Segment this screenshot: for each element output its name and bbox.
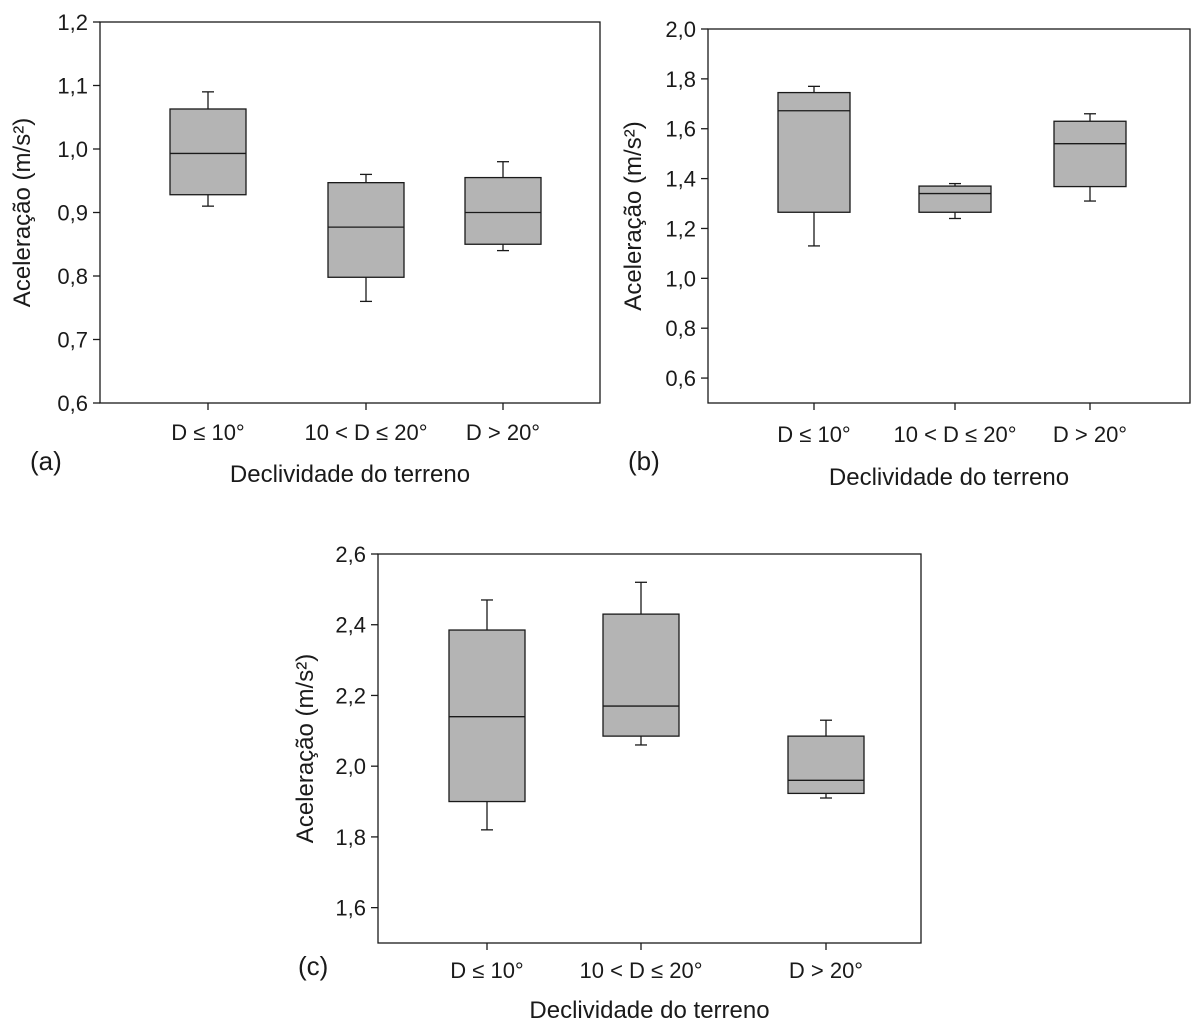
panel-b-category-label-2: D > 20° <box>1053 422 1127 447</box>
panel-c-box-0 <box>448 629 526 803</box>
panel-a-x-axis-label: Declividade do terreno <box>230 461 470 488</box>
panel-c-y-tick-label-2: 2,0 <box>335 754 366 779</box>
panel-c-category-label-0: D ≤ 10° <box>450 958 523 983</box>
panel-c-tag: (c) <box>298 951 328 981</box>
panel-c-y-tick-label-3: 2,2 <box>335 683 366 708</box>
panel-c-y-axis-label: Aceleração (m/s²) <box>292 654 319 843</box>
panel-c-y-tick-label-1: 1,8 <box>335 825 366 850</box>
panel-b-tag: (b) <box>628 446 660 476</box>
panel-a-y-tick-label-1: 0,7 <box>57 328 88 353</box>
panel-b-x-axis-label: Declividade do terreno <box>829 464 1069 491</box>
panel-a-y-tick-label-0: 0,6 <box>57 391 88 416</box>
panel-a-y-tick-label-2: 0,8 <box>57 264 88 289</box>
panel-a-y-axis-label: Aceleração (m/s²) <box>9 118 36 307</box>
panel-c-plot-frame <box>377 553 922 944</box>
panel-c-y-tick-label-4: 2,4 <box>335 613 366 638</box>
panel-b-y-tick-label-4: 1,4 <box>665 167 696 192</box>
panel-b-category-label-0: D ≤ 10° <box>777 422 850 447</box>
panel-b-y-tick-label-6: 1,8 <box>665 67 696 92</box>
panel-a-tag: (a) <box>30 446 62 476</box>
panel-a-box-2 <box>464 176 542 245</box>
panel-b-box-1 <box>918 185 992 213</box>
panel-c-y-tick-label-5: 2,6 <box>335 542 366 567</box>
panel-c-category-label-2: D > 20° <box>789 958 863 983</box>
panel-b-y-tick-label-5: 1,6 <box>665 117 696 142</box>
panel-b-y-tick-label-1: 0,8 <box>665 316 696 341</box>
panel-b-y-axis-label: Aceleração (m/s²) <box>620 121 647 310</box>
panel-a-y-tick-label-3: 0,9 <box>57 201 88 226</box>
panel-b-box-0 <box>777 91 851 213</box>
panel-c-x-axis-label: Declividade do terreno <box>529 997 769 1024</box>
panel-c-category-label-1: 10 < D ≤ 20° <box>580 958 703 983</box>
panel-b-y-tick-label-2: 1,0 <box>665 266 696 291</box>
panel-c-y-tick-label-0: 1,6 <box>335 896 366 921</box>
panel-c-box-2 <box>787 735 865 795</box>
panel-a-y-tick-label-5: 1,1 <box>57 74 88 99</box>
panel-b-y-tick-label-0: 0,6 <box>665 366 696 391</box>
panel-a-category-label-0: D ≤ 10° <box>171 420 244 445</box>
panel-b-y-tick-label-3: 1,2 <box>665 216 696 241</box>
panel-a-y-tick-label-6: 1,2 <box>57 10 88 35</box>
panel-c-box-1 <box>602 613 680 737</box>
panel-a-category-label-1: 10 < D ≤ 20° <box>305 420 428 445</box>
panel-a-category-label-2: D > 20° <box>466 420 540 445</box>
panel-b-plot-frame <box>707 28 1191 404</box>
panel-b-y-tick-label-7: 2,0 <box>665 17 696 42</box>
panel-a-y-tick-label-4: 1,0 <box>57 137 88 162</box>
panel-a-box-1 <box>327 182 405 278</box>
panel-a-box-0 <box>169 108 247 196</box>
panel-b-box-2 <box>1053 120 1127 188</box>
panel-b-category-label-1: 10 < D ≤ 20° <box>894 422 1017 447</box>
